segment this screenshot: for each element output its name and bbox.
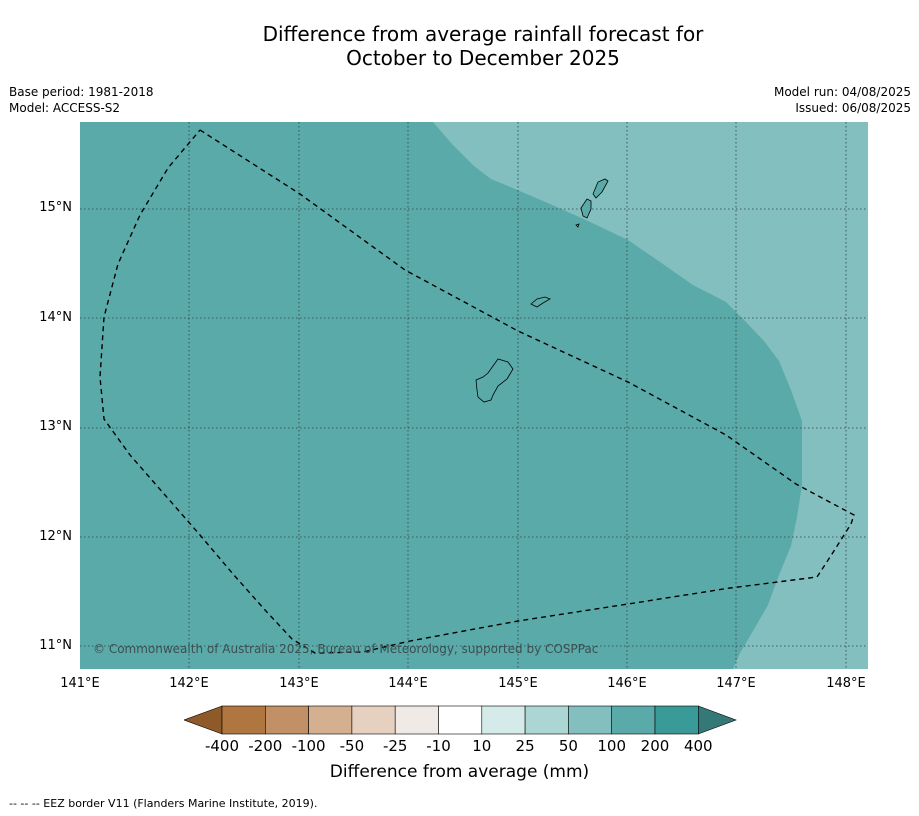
colorbar-tick-5: -25 xyxy=(382,737,408,755)
copyright-notice: © Commonwealth of Australia 2025, Bureau… xyxy=(93,642,599,656)
chart-title: Difference from average rainfall forecas… xyxy=(0,22,919,70)
island-aguijan xyxy=(575,223,580,228)
lat-label-12: 12°N xyxy=(39,529,72,544)
colorbar-extend-low xyxy=(184,705,223,735)
lat-label-11: 11°N xyxy=(39,638,72,653)
base-period: Base period: 1981-2018 xyxy=(9,85,154,99)
meta-left: Base period: 1981-2018 Model: ACCESS-S2 xyxy=(9,84,154,116)
model-name: Model: ACCESS-S2 xyxy=(9,101,121,115)
eez-footnote: -- -- -- EEZ border V11 (Flanders Marine… xyxy=(9,797,318,810)
lat-label-13: 13°N xyxy=(39,419,72,434)
forecast-map xyxy=(80,122,868,669)
lon-label-146: 146°E xyxy=(607,676,647,691)
islands xyxy=(475,178,609,403)
issued-date: Issued: 06/08/2025 xyxy=(795,101,911,115)
colorbar-segment-10 xyxy=(611,705,656,735)
colorbar-segment-5 xyxy=(394,705,439,735)
lon-label-141: 141°E xyxy=(60,676,100,691)
colorbar-tick-7: 10 xyxy=(472,737,492,755)
island-guam xyxy=(475,358,514,403)
island-rota xyxy=(530,296,551,308)
colorbar-tick-4: -50 xyxy=(339,737,365,755)
title-line-2: October to December 2025 xyxy=(346,46,620,70)
island-saipan xyxy=(592,178,609,199)
colorbar-tick-2: -200 xyxy=(248,737,283,755)
colorbar-segment-6 xyxy=(438,705,483,735)
colorbar-segment-8 xyxy=(524,705,569,735)
colorbar-segment-4 xyxy=(351,705,396,735)
colorbar-segment-9 xyxy=(568,705,612,735)
colorbar-tick-3: -100 xyxy=(291,737,326,755)
region-50-100mm xyxy=(433,122,868,669)
colorbar-extend-high xyxy=(697,705,737,735)
lat-label-14: 14°N xyxy=(39,310,72,325)
lon-label-145: 145°E xyxy=(498,676,538,691)
lon-label-143: 143°E xyxy=(279,676,319,691)
colorbar-segment-1 xyxy=(221,705,266,735)
lon-label-142: 142°E xyxy=(169,676,209,691)
island-tinian xyxy=(580,198,592,219)
lon-label-144: 144°E xyxy=(388,676,428,691)
colorbar-segment-7 xyxy=(481,705,526,735)
colorbar-tick-8: 25 xyxy=(515,737,535,755)
model-run: Model run: 04/08/2025 xyxy=(773,85,911,99)
colorbar-tick-10: 100 xyxy=(597,737,626,755)
lon-label-148: 148°E xyxy=(826,676,866,691)
colorbar-tick-11: 200 xyxy=(640,737,670,755)
meta-right: Model run: 04/08/2025 Issued: 06/08/2025 xyxy=(774,84,911,116)
colorbar-tick-9: 50 xyxy=(558,737,578,755)
gridlines xyxy=(80,122,868,669)
colorbar-segment-3 xyxy=(308,705,353,735)
lon-label-147: 147°E xyxy=(716,676,756,691)
eez-border xyxy=(99,129,855,654)
map-canvas xyxy=(80,122,868,669)
colorbar-tick-6: -10 xyxy=(426,737,451,755)
colorbar-tick-1: -400 xyxy=(204,737,240,755)
lat-label-15: 15°N xyxy=(39,200,72,215)
colorbar-label: Difference from average (mm) xyxy=(329,762,590,782)
colorbar xyxy=(184,705,737,735)
colorbar-segment-2 xyxy=(265,705,309,735)
colorbar-segment-11 xyxy=(654,705,699,735)
colorbar-tick-12: 400 xyxy=(683,737,713,755)
title-line-1: Difference from average rainfall forecas… xyxy=(262,22,704,46)
